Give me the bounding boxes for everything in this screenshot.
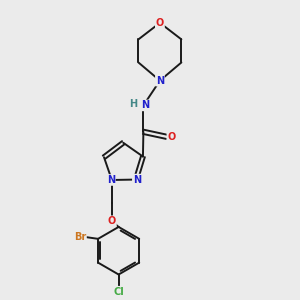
Text: N: N	[107, 175, 115, 185]
Text: O: O	[108, 216, 116, 226]
Text: N: N	[133, 175, 141, 184]
Text: Cl: Cl	[113, 287, 124, 297]
Text: O: O	[156, 18, 164, 28]
Text: H: H	[129, 99, 138, 109]
Text: Br: Br	[74, 232, 86, 242]
Text: N: N	[141, 100, 149, 110]
Text: O: O	[167, 132, 175, 142]
Text: N: N	[156, 76, 164, 85]
